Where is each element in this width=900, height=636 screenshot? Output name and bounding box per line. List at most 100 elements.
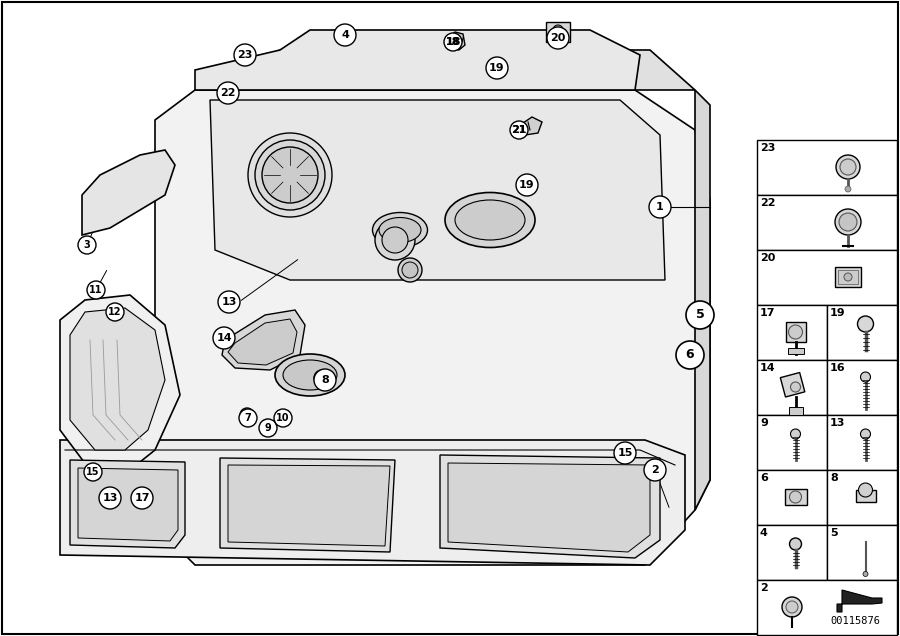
Text: 15: 15 bbox=[617, 448, 633, 458]
Polygon shape bbox=[195, 30, 640, 90]
Polygon shape bbox=[78, 468, 178, 541]
Circle shape bbox=[234, 44, 256, 66]
Circle shape bbox=[375, 220, 415, 260]
Text: 4: 4 bbox=[341, 30, 349, 40]
Bar bbox=[780, 373, 805, 397]
Text: 16: 16 bbox=[830, 363, 846, 373]
Circle shape bbox=[99, 487, 121, 509]
Circle shape bbox=[239, 409, 257, 427]
Circle shape bbox=[382, 227, 408, 253]
Bar bbox=[788, 407, 803, 415]
Polygon shape bbox=[155, 90, 710, 565]
Text: 17: 17 bbox=[134, 493, 149, 503]
Circle shape bbox=[510, 121, 528, 139]
Text: 00115876: 00115876 bbox=[830, 616, 880, 626]
Text: 17: 17 bbox=[760, 308, 776, 318]
Text: 2: 2 bbox=[760, 583, 768, 593]
Bar bbox=[827, 525, 897, 580]
Circle shape bbox=[213, 327, 235, 349]
Bar bbox=[757, 250, 897, 305]
Circle shape bbox=[786, 601, 798, 613]
Polygon shape bbox=[195, 50, 695, 90]
Circle shape bbox=[274, 409, 292, 427]
Circle shape bbox=[218, 291, 240, 313]
Circle shape bbox=[859, 483, 872, 497]
Polygon shape bbox=[448, 463, 650, 552]
Text: 8: 8 bbox=[830, 473, 838, 483]
Circle shape bbox=[131, 487, 153, 509]
Text: 4: 4 bbox=[760, 528, 768, 538]
Circle shape bbox=[262, 147, 318, 203]
Text: 19: 19 bbox=[830, 308, 846, 318]
Text: 6: 6 bbox=[686, 349, 694, 361]
Bar bbox=[835, 267, 861, 287]
Bar bbox=[757, 140, 897, 195]
Bar bbox=[757, 525, 827, 580]
Circle shape bbox=[398, 258, 422, 282]
Text: 13: 13 bbox=[221, 297, 237, 307]
Circle shape bbox=[835, 209, 861, 235]
Bar bbox=[827, 415, 897, 470]
Polygon shape bbox=[228, 465, 390, 546]
Circle shape bbox=[686, 301, 714, 329]
Text: 10: 10 bbox=[276, 413, 290, 423]
Polygon shape bbox=[70, 460, 185, 548]
Circle shape bbox=[106, 303, 124, 321]
Bar bbox=[757, 305, 827, 360]
Bar bbox=[827, 470, 897, 525]
Text: 3: 3 bbox=[84, 240, 90, 250]
Bar bbox=[827, 360, 897, 415]
Circle shape bbox=[863, 572, 868, 576]
Text: 6: 6 bbox=[760, 473, 768, 483]
Polygon shape bbox=[837, 590, 882, 612]
Polygon shape bbox=[70, 308, 165, 450]
Text: 15: 15 bbox=[86, 467, 100, 477]
Polygon shape bbox=[82, 150, 175, 235]
Bar bbox=[757, 580, 897, 635]
Ellipse shape bbox=[379, 218, 421, 242]
Polygon shape bbox=[228, 319, 297, 365]
Text: 14: 14 bbox=[760, 363, 776, 373]
Circle shape bbox=[255, 140, 325, 210]
Text: 9: 9 bbox=[760, 418, 768, 428]
Polygon shape bbox=[210, 100, 665, 280]
Circle shape bbox=[277, 410, 287, 420]
Circle shape bbox=[839, 213, 857, 231]
Circle shape bbox=[844, 273, 852, 281]
Text: 21: 21 bbox=[511, 125, 526, 135]
Text: 13: 13 bbox=[830, 418, 845, 428]
Text: 14: 14 bbox=[216, 333, 232, 343]
Circle shape bbox=[547, 27, 569, 49]
Bar bbox=[856, 490, 876, 502]
Text: 18: 18 bbox=[446, 37, 460, 47]
Circle shape bbox=[790, 429, 800, 439]
Circle shape bbox=[676, 341, 704, 369]
Bar bbox=[546, 22, 570, 42]
Circle shape bbox=[649, 196, 671, 218]
Circle shape bbox=[314, 369, 336, 391]
Circle shape bbox=[259, 419, 277, 437]
Circle shape bbox=[788, 325, 803, 339]
Polygon shape bbox=[520, 117, 542, 135]
Polygon shape bbox=[222, 310, 305, 370]
Circle shape bbox=[444, 33, 462, 51]
Circle shape bbox=[553, 25, 563, 35]
Text: 5: 5 bbox=[830, 528, 838, 538]
Circle shape bbox=[840, 159, 856, 175]
Circle shape bbox=[78, 236, 96, 254]
Ellipse shape bbox=[275, 354, 345, 396]
Polygon shape bbox=[60, 440, 685, 565]
Circle shape bbox=[860, 372, 870, 382]
Bar bbox=[757, 360, 827, 415]
Text: 13: 13 bbox=[103, 493, 118, 503]
Text: 22: 22 bbox=[760, 198, 776, 208]
Text: 7: 7 bbox=[245, 413, 251, 423]
Circle shape bbox=[789, 538, 802, 550]
Polygon shape bbox=[445, 32, 465, 50]
Text: 12: 12 bbox=[108, 307, 122, 317]
Circle shape bbox=[789, 491, 802, 503]
Bar bbox=[838, 270, 858, 284]
Bar bbox=[788, 348, 804, 354]
Bar bbox=[785, 489, 806, 505]
Text: 8: 8 bbox=[321, 375, 328, 385]
